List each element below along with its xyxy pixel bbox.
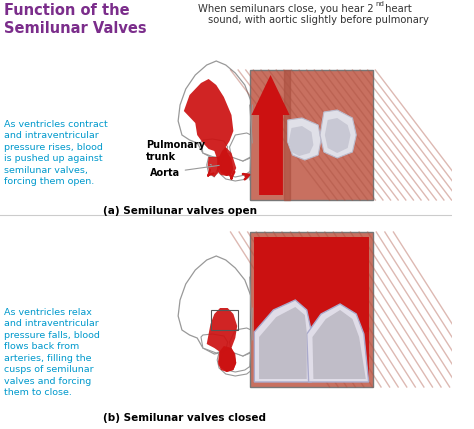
Polygon shape — [178, 256, 260, 356]
Polygon shape — [207, 157, 219, 177]
Text: sound, with aortic slightly before pulmonary: sound, with aortic slightly before pulmo… — [208, 15, 428, 25]
Polygon shape — [184, 79, 233, 176]
FancyBboxPatch shape — [250, 232, 374, 387]
Text: When semilunars close, you hear 2: When semilunars close, you hear 2 — [198, 4, 374, 14]
Text: As ventricles contract
and intraventricular
pressure rises, blood
is pushed up a: As ventricles contract and intraventricu… — [4, 120, 108, 186]
Polygon shape — [325, 118, 351, 153]
Polygon shape — [201, 139, 228, 158]
FancyBboxPatch shape — [250, 70, 374, 200]
Polygon shape — [255, 300, 311, 382]
Text: (b) Semilunar valves closed: (b) Semilunar valves closed — [103, 413, 266, 423]
Polygon shape — [217, 352, 257, 376]
Polygon shape — [208, 157, 219, 177]
Polygon shape — [320, 110, 356, 158]
Polygon shape — [307, 304, 369, 382]
Text: nd: nd — [375, 1, 384, 7]
Polygon shape — [218, 346, 236, 372]
Text: As ventricles relax
and intraventricular
pressure falls, blood
flows back from
a: As ventricles relax and intraventricular… — [4, 308, 100, 397]
Polygon shape — [252, 75, 290, 195]
Polygon shape — [259, 307, 307, 379]
Text: heart: heart — [382, 4, 412, 14]
Text: Aorta: Aorta — [150, 166, 219, 178]
Polygon shape — [255, 237, 369, 382]
Polygon shape — [178, 61, 260, 161]
Polygon shape — [201, 334, 228, 353]
Polygon shape — [207, 308, 237, 372]
Text: (a) Semilunar valves open: (a) Semilunar valves open — [103, 206, 257, 216]
Polygon shape — [312, 310, 366, 379]
Polygon shape — [218, 147, 236, 176]
Text: Function of the
Semilunar Valves: Function of the Semilunar Valves — [4, 3, 146, 36]
Polygon shape — [255, 237, 369, 332]
Polygon shape — [289, 126, 313, 156]
Text: Pulmonary
trunk: Pulmonary trunk — [146, 140, 211, 165]
Polygon shape — [217, 157, 257, 181]
Polygon shape — [288, 118, 321, 160]
Polygon shape — [229, 328, 258, 356]
Polygon shape — [229, 133, 258, 161]
